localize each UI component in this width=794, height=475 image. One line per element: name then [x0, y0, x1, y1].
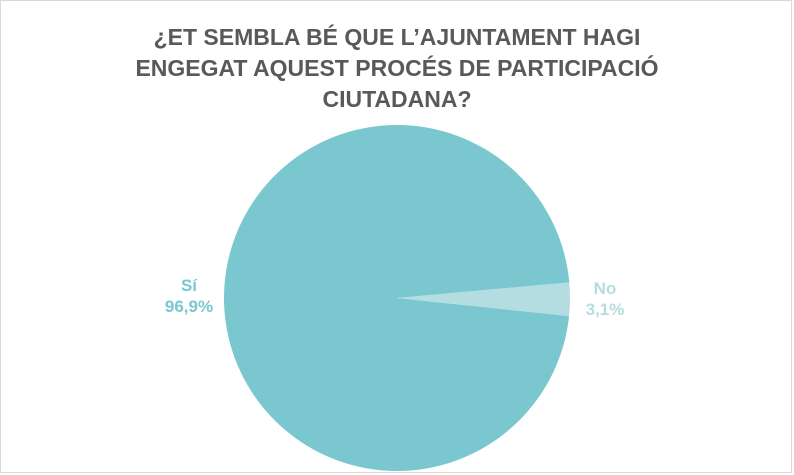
- pie-slice: [224, 125, 570, 472]
- slice-value-label: 96,9%: [165, 297, 213, 316]
- slice-category-label: Sí: [181, 276, 198, 295]
- chart-title: ¿ET SEMBLA BÉ QUE L’AJUNTAMENT HAGI ENGE…: [135, 24, 659, 112]
- slice-value-label: 3,1%: [586, 300, 625, 319]
- pie-slice: [397, 282, 570, 317]
- slice-category-label: No: [594, 279, 617, 298]
